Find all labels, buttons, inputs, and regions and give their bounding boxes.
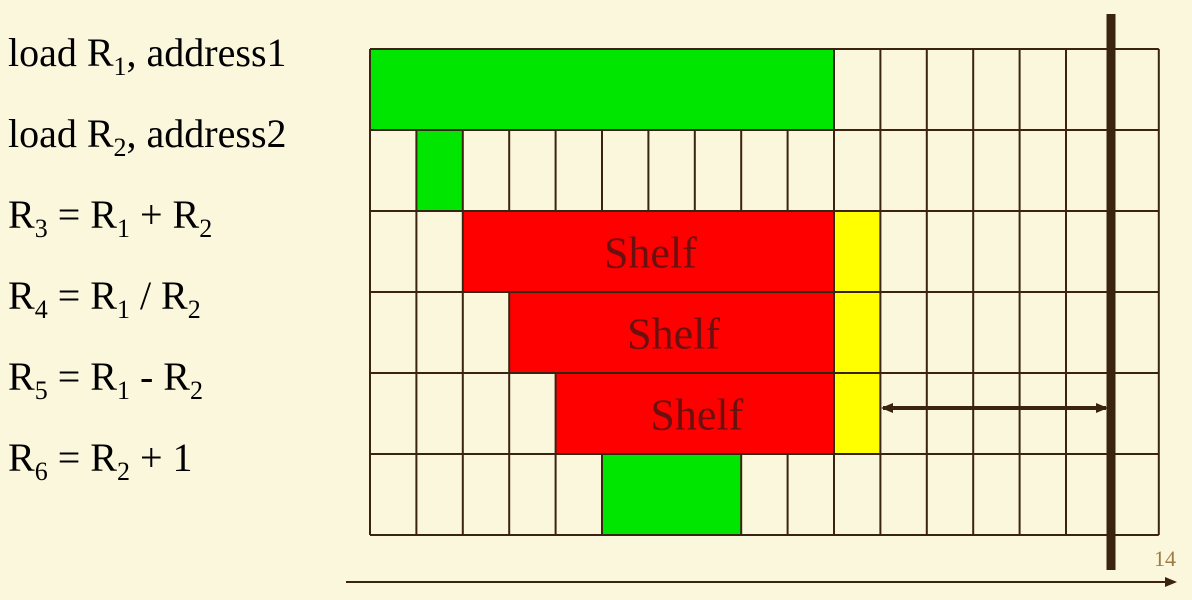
instruction-1: load R1, address1 xyxy=(8,13,287,93)
instruction-text: R xyxy=(8,273,35,318)
shelf-label: Shelf xyxy=(604,229,697,278)
instruction-text: = R xyxy=(47,192,117,237)
active-bar xyxy=(416,130,463,211)
page-number: 14 xyxy=(1154,546,1176,571)
register-subscript: 1 xyxy=(113,52,127,81)
shelf-bar xyxy=(462,211,834,292)
instruction-text: - R xyxy=(129,354,190,399)
active-bar xyxy=(370,49,834,130)
register-subscript: 4 xyxy=(34,295,48,324)
instruction-text: R xyxy=(8,192,35,237)
shelf-bar xyxy=(509,292,834,373)
register-subscript: 2 xyxy=(199,214,213,243)
register-subscript: 2 xyxy=(189,376,203,405)
shelf-label: Shelf xyxy=(650,391,743,440)
yellow-slot xyxy=(834,373,881,454)
instruction-text: R xyxy=(8,354,35,399)
instruction-text: R xyxy=(8,435,35,480)
instruction-list: load R1, address1 load R2, address2 R3 = R… xyxy=(8,0,358,600)
register-subscript: 2 xyxy=(116,457,130,486)
instruction-text: + 1 xyxy=(129,435,193,480)
instruction-2: load R2, address2 xyxy=(8,94,287,174)
register-subscript: 2 xyxy=(113,133,127,162)
instruction-text: load R xyxy=(8,111,114,156)
register-subscript: 1 xyxy=(116,214,130,243)
instruction-text: , address2 xyxy=(126,111,287,156)
register-subscript: 2 xyxy=(187,295,201,324)
instruction-5: R5 = R1 - R2 xyxy=(8,337,203,417)
shelf-label: Shelf xyxy=(627,310,720,359)
instruction-3: R3 = R1 + R2 xyxy=(8,175,212,255)
instruction-4: R4 = R1 / R2 xyxy=(8,256,201,336)
register-subscript: 3 xyxy=(34,214,48,243)
instruction-text: / R xyxy=(129,273,188,318)
instruction-text: , address1 xyxy=(126,30,287,75)
yellow-slot xyxy=(834,292,881,373)
register-subscript: 1 xyxy=(116,376,130,405)
register-subscript: 1 xyxy=(116,295,130,324)
active-bar xyxy=(602,454,742,535)
instruction-text: = R xyxy=(47,273,117,318)
instruction-text: + R xyxy=(129,192,200,237)
yellow-slot xyxy=(834,211,881,292)
instruction-text: = R xyxy=(47,354,117,399)
register-subscript: 5 xyxy=(34,376,48,405)
shelf-bar xyxy=(555,373,834,454)
register-subscript: 6 xyxy=(34,457,48,486)
instruction-text: load R xyxy=(8,30,114,75)
instruction-6: R6 = R2 + 1 xyxy=(8,418,193,498)
instruction-text: = R xyxy=(47,435,117,480)
